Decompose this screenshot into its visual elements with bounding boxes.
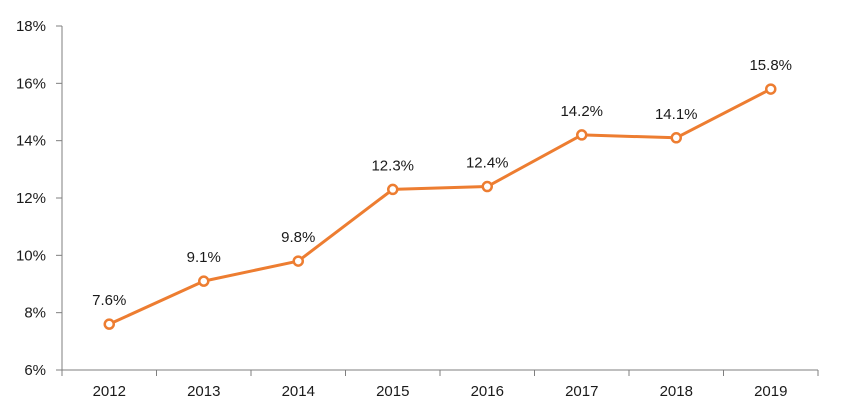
- data-labels: 7.6% 9.1% 9.8% 12.3% 12.4% 14.2% 14.1% 15.8%: [92, 57, 792, 309]
- y-tick-label: 12%: [16, 190, 46, 207]
- x-tick-label: 2018: [660, 383, 693, 400]
- data-point: [103, 318, 115, 330]
- data-label: 9.8%: [281, 229, 315, 246]
- data-label: 14.1%: [655, 106, 698, 123]
- data-point: [670, 132, 682, 144]
- series-group: [103, 83, 777, 330]
- x-tick-label: 2016: [471, 383, 504, 400]
- x-tick-label: 2014: [282, 383, 315, 400]
- data-label: 15.8%: [749, 57, 792, 74]
- y-tick-label: 6%: [24, 362, 46, 379]
- x-tick-label: 2019: [754, 383, 787, 400]
- y-tick-label: 8%: [24, 305, 46, 322]
- y-tick-label: 18%: [16, 18, 46, 35]
- y-tick-label: 14%: [16, 133, 46, 150]
- data-point: [387, 183, 399, 196]
- x-tick-label: 2015: [376, 383, 409, 400]
- data-point: [481, 180, 493, 193]
- series-line: [108, 87, 772, 326]
- axes: [61, 26, 818, 371]
- data-point: [576, 129, 588, 141]
- x-tick-label: 2017: [565, 383, 598, 400]
- data-label: 7.6%: [92, 292, 126, 309]
- x-axis-ticks: 2012 2013 2014 2015 2016 2017 2018 2019: [61, 370, 819, 400]
- data-label: 12.4%: [466, 155, 509, 172]
- data-point: [292, 255, 304, 267]
- x-tick-label: 2013: [187, 383, 220, 400]
- y-tick-label: 10%: [16, 247, 46, 264]
- data-label: 9.1%: [187, 249, 221, 266]
- data-label: 12.3%: [371, 157, 414, 174]
- x-tick-label: 2012: [93, 383, 126, 400]
- data-point: [765, 83, 777, 95]
- y-tick-label: 16%: [16, 75, 46, 92]
- y-axis-ticks: 6% 8% 10% 12% 14% 16% 18%: [16, 18, 62, 379]
- data-point: [198, 275, 210, 287]
- data-label: 14.2%: [560, 103, 603, 120]
